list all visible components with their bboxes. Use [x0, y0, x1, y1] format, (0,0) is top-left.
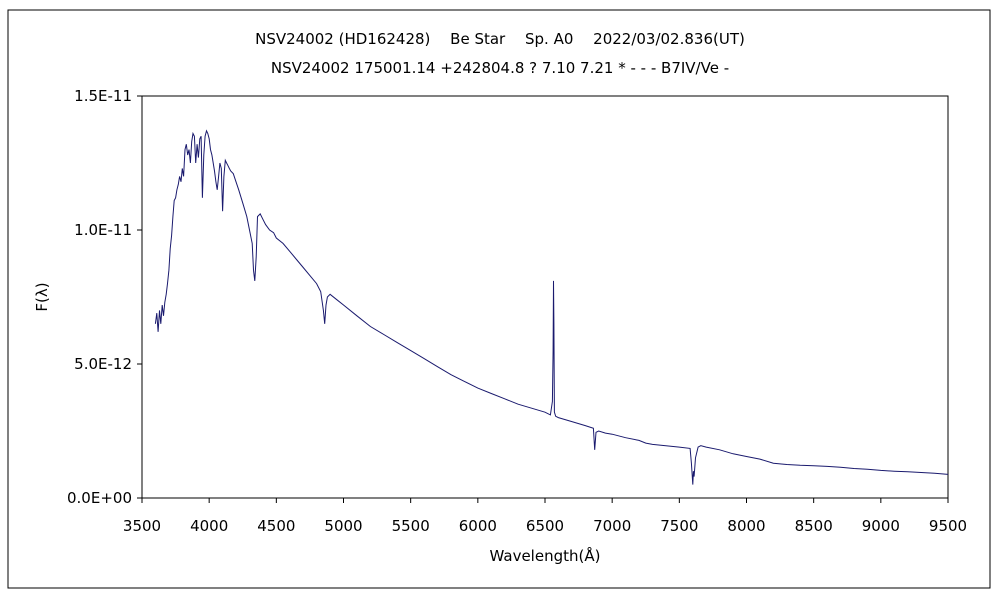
- y-tick-label: 1.5E-11: [74, 87, 132, 105]
- x-tick-label: 4500: [257, 517, 295, 535]
- x-tick-label: 6500: [526, 517, 564, 535]
- chart-title: NSV24002 (HD162428) Be Star Sp. A0 2022/…: [255, 30, 745, 48]
- y-tick-label: 1.0E-11: [74, 221, 132, 239]
- x-axis-ticks: 3500 4000 4500 5000 5500 6000 6500 7000 7500 8000…: [123, 498, 967, 535]
- x-tick-label: 4000: [190, 517, 228, 535]
- x-tick-label: 7000: [593, 517, 631, 535]
- x-tick-label: 8000: [727, 517, 765, 535]
- x-tick-label: 9000: [862, 517, 900, 535]
- y-axis-ticks: 0.0E+00 5.0E-12 1.0E-11 1.5E-11: [67, 87, 142, 507]
- spectrum-line: [154, 129, 949, 485]
- x-tick-label: 8500: [795, 517, 833, 535]
- x-tick-label: 5500: [392, 517, 430, 535]
- x-tick-label: 9500: [929, 517, 967, 535]
- y-axis-label: F(λ): [33, 282, 51, 311]
- chart-subtitle: NSV24002 175001.14 +242804.8 ? 7.10 7.21…: [271, 59, 729, 77]
- x-axis-label: Wavelength(Å): [490, 546, 601, 565]
- x-tick-label: 3500: [123, 517, 161, 535]
- y-tick-label: 5.0E-12: [74, 355, 132, 373]
- chart-border: [7, 9, 991, 589]
- y-tick-label: 0.0E+00: [67, 489, 132, 507]
- x-tick-label: 6000: [459, 517, 497, 535]
- x-tick-label: 7500: [660, 517, 698, 535]
- x-tick-label: 5000: [324, 517, 362, 535]
